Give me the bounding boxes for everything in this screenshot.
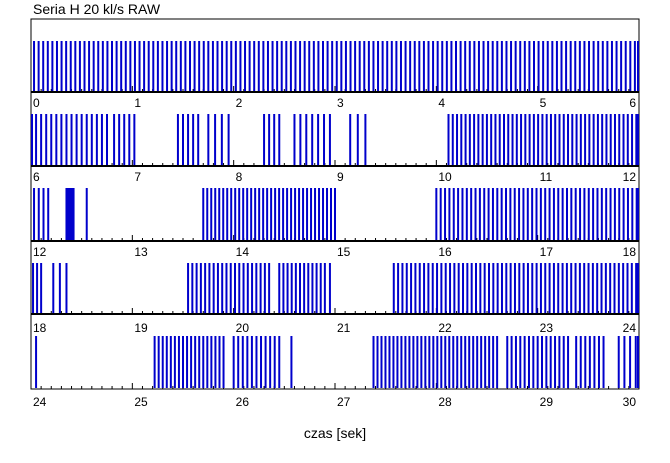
tick-label: 10 (438, 170, 452, 184)
tick-label: 12 (33, 245, 47, 259)
tick-label: 7 (134, 170, 141, 184)
tick-label: 2 (236, 96, 243, 110)
tick-label: 3 (337, 96, 344, 110)
tick-label: 4 (438, 96, 445, 110)
tick-label: 16 (438, 245, 452, 259)
tick-label: 1 (134, 96, 141, 110)
tick-label: 8 (236, 170, 243, 184)
tick-label: 0 (33, 96, 40, 110)
tick-label: 12 (623, 170, 637, 184)
tick-label: 13 (134, 245, 148, 259)
tick-label: 15 (337, 245, 351, 259)
tick-label: 30 (623, 395, 637, 409)
tick-label: 26 (236, 395, 250, 409)
chart-title: Seria H 20 kl/s RAW (33, 1, 161, 17)
tick-label: 25 (134, 395, 148, 409)
tick-label: 19 (134, 321, 148, 335)
tick-label: 29 (540, 395, 554, 409)
tick-label: 5 (540, 96, 547, 110)
tick-label: 24 (623, 321, 637, 335)
tick-label: 11 (540, 170, 553, 184)
tick-label: 6 (629, 96, 636, 110)
tick-label: 23 (540, 321, 554, 335)
tick-label: 14 (236, 245, 250, 259)
tick-label: 17 (540, 245, 554, 259)
tick-label: 9 (337, 170, 344, 184)
tick-label: 20 (236, 321, 250, 335)
tick-label: 18 (33, 321, 47, 335)
tick-label: 6 (33, 170, 40, 184)
tick-label: 24 (33, 395, 47, 409)
tick-label: 27 (337, 395, 351, 409)
tick-label: 22 (438, 321, 452, 335)
tick-label: 28 (438, 395, 452, 409)
tick-label: 18 (623, 245, 637, 259)
x-axis-label: czas [sek] (303, 425, 367, 441)
tick-label: 21 (337, 321, 351, 335)
